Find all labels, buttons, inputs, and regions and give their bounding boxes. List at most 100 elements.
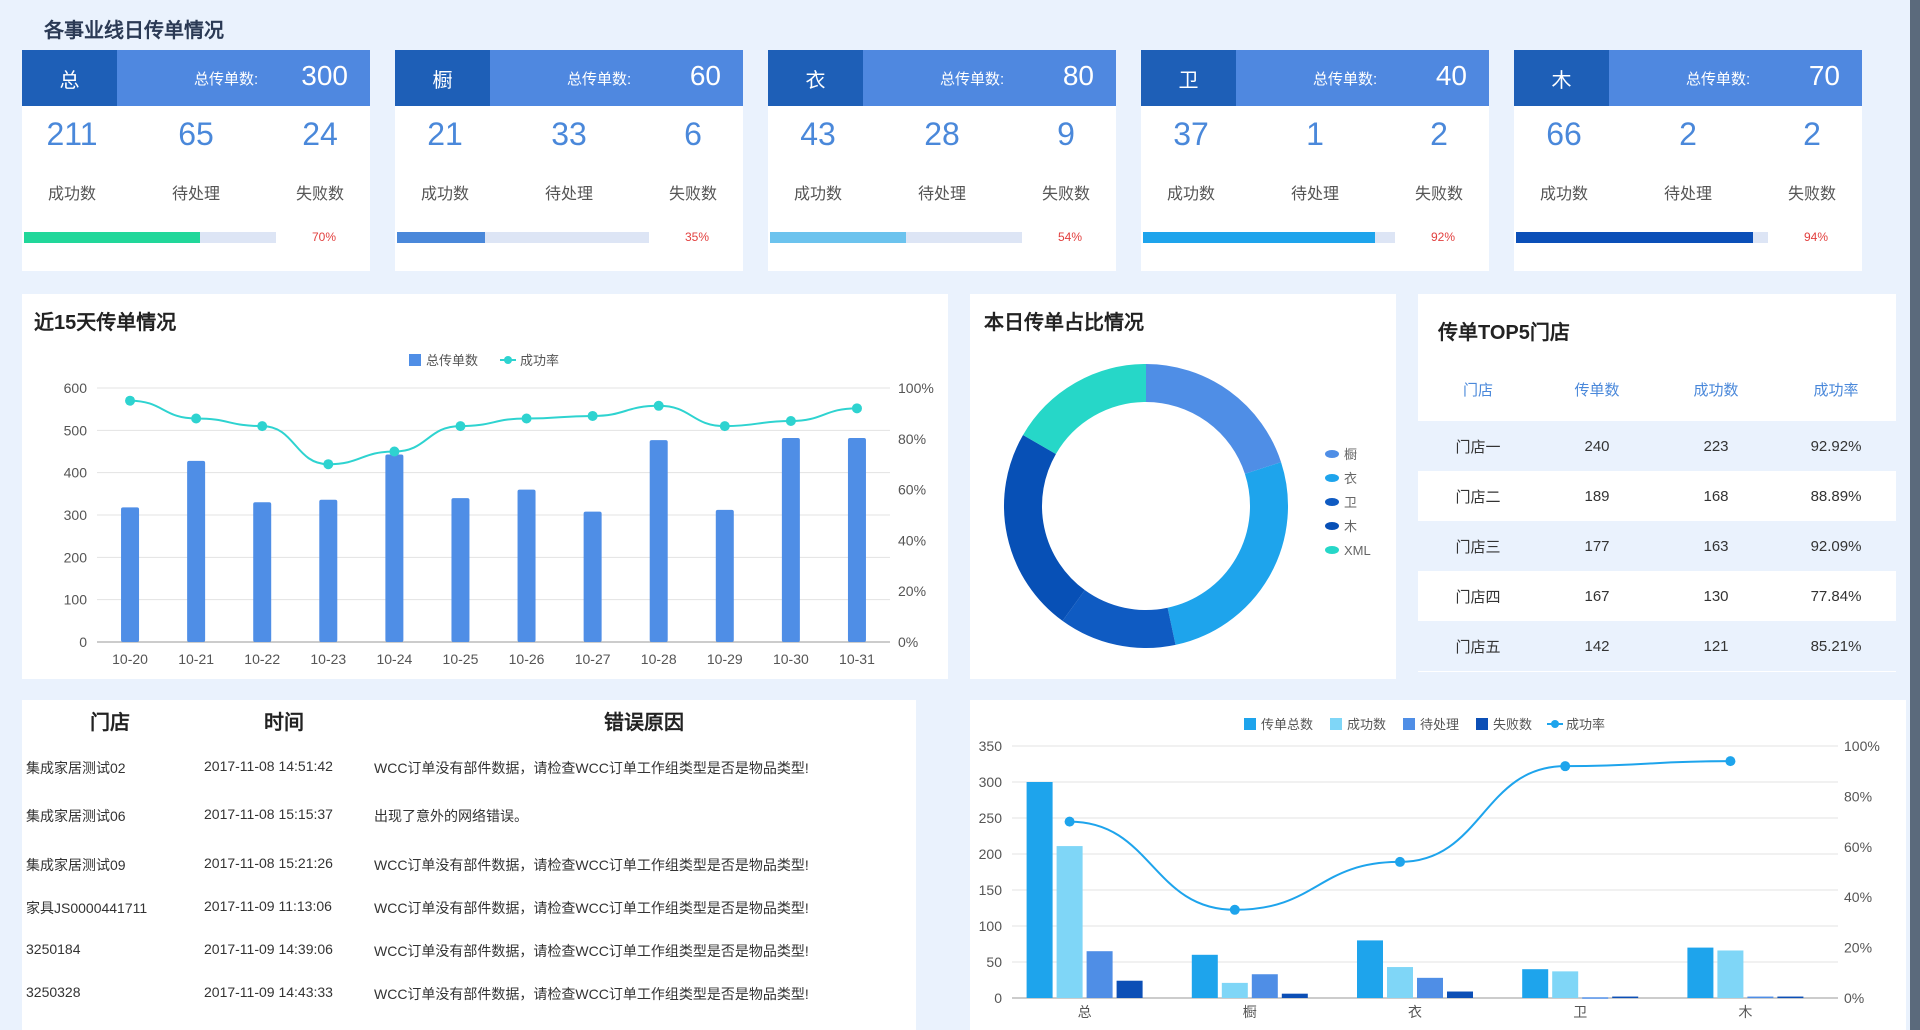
rate-point	[1725, 756, 1736, 767]
card-fail-value: 6	[684, 116, 702, 152]
top5-cell: 门店四	[1455, 588, 1501, 606]
card-progress-fill	[770, 232, 907, 243]
y2-tick-label: 40%	[898, 532, 926, 548]
top5-cell: 130	[1703, 587, 1729, 605]
business-card: 卫 总传单数: 40 37 1 2 成功数 待处理 失败数 92%	[1141, 50, 1489, 271]
top5-cell: 92.92%	[1810, 437, 1862, 455]
bar	[1116, 980, 1143, 998]
top5-cell: 177	[1584, 537, 1610, 555]
error-reason: WCC订单没有部件数据，请检查WCC订单工作组类型是否是物品类型!	[374, 760, 809, 776]
card-tag: 木	[1514, 50, 1609, 106]
y-tick-label: 50	[986, 954, 1002, 970]
share-panel: 本日传单占比情况 橱衣卫木 XML	[970, 294, 1396, 679]
bar	[1777, 996, 1804, 999]
top5-cell: 门店五	[1455, 638, 1501, 656]
card-progress-fill	[1516, 232, 1753, 243]
top5-cell: 88.89%	[1810, 487, 1862, 505]
rate-line	[130, 399, 857, 466]
top5-cell: 77.84%	[1810, 587, 1862, 605]
rate-point	[1395, 856, 1405, 867]
y2-tick-label: 0%	[1844, 990, 1864, 1006]
legend-label: 成功率	[1566, 717, 1605, 732]
rate-point	[323, 459, 334, 470]
x-tick-label: 卫	[1573, 1004, 1587, 1020]
bar	[1687, 947, 1714, 998]
bar	[1717, 950, 1744, 998]
donut-slice	[1004, 435, 1086, 621]
card-tag: 卫	[1141, 50, 1236, 106]
legend-label: 卫	[1344, 495, 1357, 510]
rate-point	[851, 403, 862, 414]
table-row: 门店二 189 168 88.89%	[1418, 471, 1896, 521]
error-time: 2017-11-09 11:13:06	[204, 898, 332, 914]
card-pending-value: 28	[924, 116, 960, 152]
top5-header-rate: 成功率	[1813, 381, 1859, 399]
error-time: 2017-11-08 14:51:42	[204, 758, 333, 774]
card-header: 衣 总传单数: 80	[768, 50, 1116, 106]
card-success-label: 成功数	[1166, 186, 1215, 203]
x-tick-label: 衣	[1408, 1004, 1422, 1020]
x-tick-label: 10-31	[839, 651, 875, 667]
bar	[1417, 977, 1443, 998]
card-total: 300	[301, 60, 348, 91]
card-progress-pct: 94%	[1804, 230, 1829, 244]
y-tick-label: 600	[64, 380, 88, 396]
y-tick-label: 200	[979, 846, 1003, 862]
error-store: 家具JS0000441711	[26, 900, 148, 916]
card-progress-pct: 35%	[685, 230, 710, 244]
legend-swatch-total	[409, 354, 421, 366]
rate-point	[1560, 761, 1571, 772]
error-header-reason: 错误原因	[604, 712, 684, 734]
x-tick-label: 橱	[1243, 1004, 1257, 1020]
trend-panel: 近15天传单情况 总传单数 成功率 0 100 200 300 400 500 600 0% 20%…	[22, 294, 948, 679]
bar	[1357, 940, 1383, 998]
donut-slice	[1145, 364, 1282, 475]
legend-swatch	[1325, 522, 1339, 530]
bar	[1221, 982, 1248, 998]
error-store: 3250328	[26, 984, 81, 1000]
bar	[1522, 969, 1549, 998]
card-header: 橱 总传单数: 60	[395, 50, 743, 106]
card-fail-value: 2	[1430, 116, 1448, 152]
bar	[1251, 974, 1278, 998]
share-title: 本日传单占比情况	[984, 312, 1144, 334]
y-tick-label: 250	[979, 810, 1003, 826]
top5-cell: 168	[1703, 487, 1729, 505]
x-tick-label: 10-21	[178, 651, 214, 667]
y2-tick-label: 0%	[898, 634, 918, 650]
card-pending-label: 待处理	[1663, 186, 1712, 203]
error-reason: WCC订单没有部件数据，请检查WCC订单工作组类型是否是物品类型!	[374, 986, 809, 1002]
error-time: 2017-11-09 14:43:33	[204, 984, 333, 1000]
card-total-label: 总传单数:	[194, 71, 259, 88]
y-tick-label: 350	[979, 738, 1003, 754]
bar	[847, 437, 866, 642]
top5-cell: 门店一	[1455, 438, 1501, 456]
summary-chart: 传单总数 成功数 待处理 失败数 成功率 0 50 100 150 200 250 300 350 0% 2…	[979, 717, 1880, 1020]
card-progress-track	[770, 232, 1022, 243]
legend-swatch	[1330, 718, 1342, 730]
page-title: 各事业线日传单情况	[44, 20, 224, 42]
card-total-label: 总传单数:	[940, 71, 1005, 88]
card-pending-label: 待处理	[544, 186, 593, 203]
y2-tick-label: 80%	[898, 431, 926, 447]
card-header: 木 总传单数: 70	[1514, 50, 1862, 106]
card-success-value: 43	[800, 116, 836, 152]
error-header-time: 时间	[264, 712, 304, 734]
card-pending-value: 2	[1679, 116, 1697, 152]
y2-tick-label: 60%	[898, 482, 926, 498]
bar	[187, 460, 206, 642]
scrollbar[interactable]	[1910, 0, 1920, 1030]
legend-label: XML	[1344, 543, 1371, 558]
business-card: 衣 总传单数: 80 43 28 9 成功数 待处理 失败数 54%	[768, 50, 1116, 271]
card-fail-value: 2	[1803, 116, 1821, 152]
card-progress-track	[397, 232, 649, 243]
rate-point	[191, 413, 202, 424]
bar	[1582, 997, 1609, 999]
card-fail-label: 失败数	[1041, 186, 1090, 203]
summary-panel: 传单总数 成功数 待处理 失败数 成功率 0 50 100 150 200 250 300 350 0% 2…	[970, 700, 1906, 1030]
y-tick-label: 100	[64, 592, 88, 608]
error-reason: WCC订单没有部件数据，请检查WCC订单工作组类型是否是物品类型!	[374, 857, 809, 873]
x-tick-label: 10-29	[707, 651, 743, 667]
card-total: 70	[1808, 60, 1840, 91]
